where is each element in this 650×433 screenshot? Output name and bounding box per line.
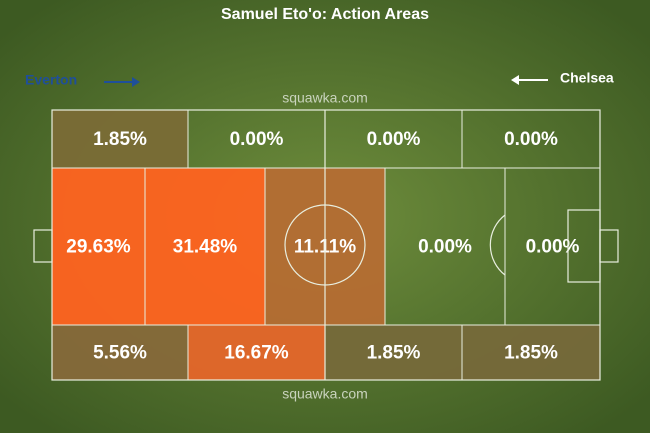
zone-label: 1.85% — [93, 129, 147, 150]
zone-label: 0.00% — [418, 237, 472, 258]
left-team: Everton — [25, 72, 77, 88]
zones: 1.85% 0.00% 0.00% 0.00%29.63% 31.48% 11.11% 0.… — [51, 109, 601, 381]
zone-label: 0.00% — [526, 237, 580, 258]
zone-label: 0.00% — [504, 129, 558, 150]
zone-label: 1.85% — [504, 343, 558, 364]
zone — [144, 167, 266, 326]
zone-label: 0.00% — [367, 129, 421, 150]
zone — [324, 324, 463, 381]
title: Samuel Eto'o: Action Areas — [221, 6, 429, 23]
zone-label: 31.48% — [173, 237, 238, 258]
watermark: squawka.com — [282, 386, 368, 402]
zone-label: 29.63% — [66, 237, 131, 258]
zone-label: 0.00% — [230, 129, 284, 150]
watermark: squawka.com — [282, 90, 368, 106]
zone-label: 1.85% — [367, 343, 421, 364]
zone-label: 16.67% — [224, 343, 289, 364]
right-team: Chelsea — [560, 70, 614, 86]
right-arrow — [511, 75, 548, 85]
pitch-lines — [33, 109, 619, 381]
zone-label: 5.56% — [93, 343, 147, 364]
zone — [187, 324, 326, 381]
left-arrow — [104, 77, 140, 87]
